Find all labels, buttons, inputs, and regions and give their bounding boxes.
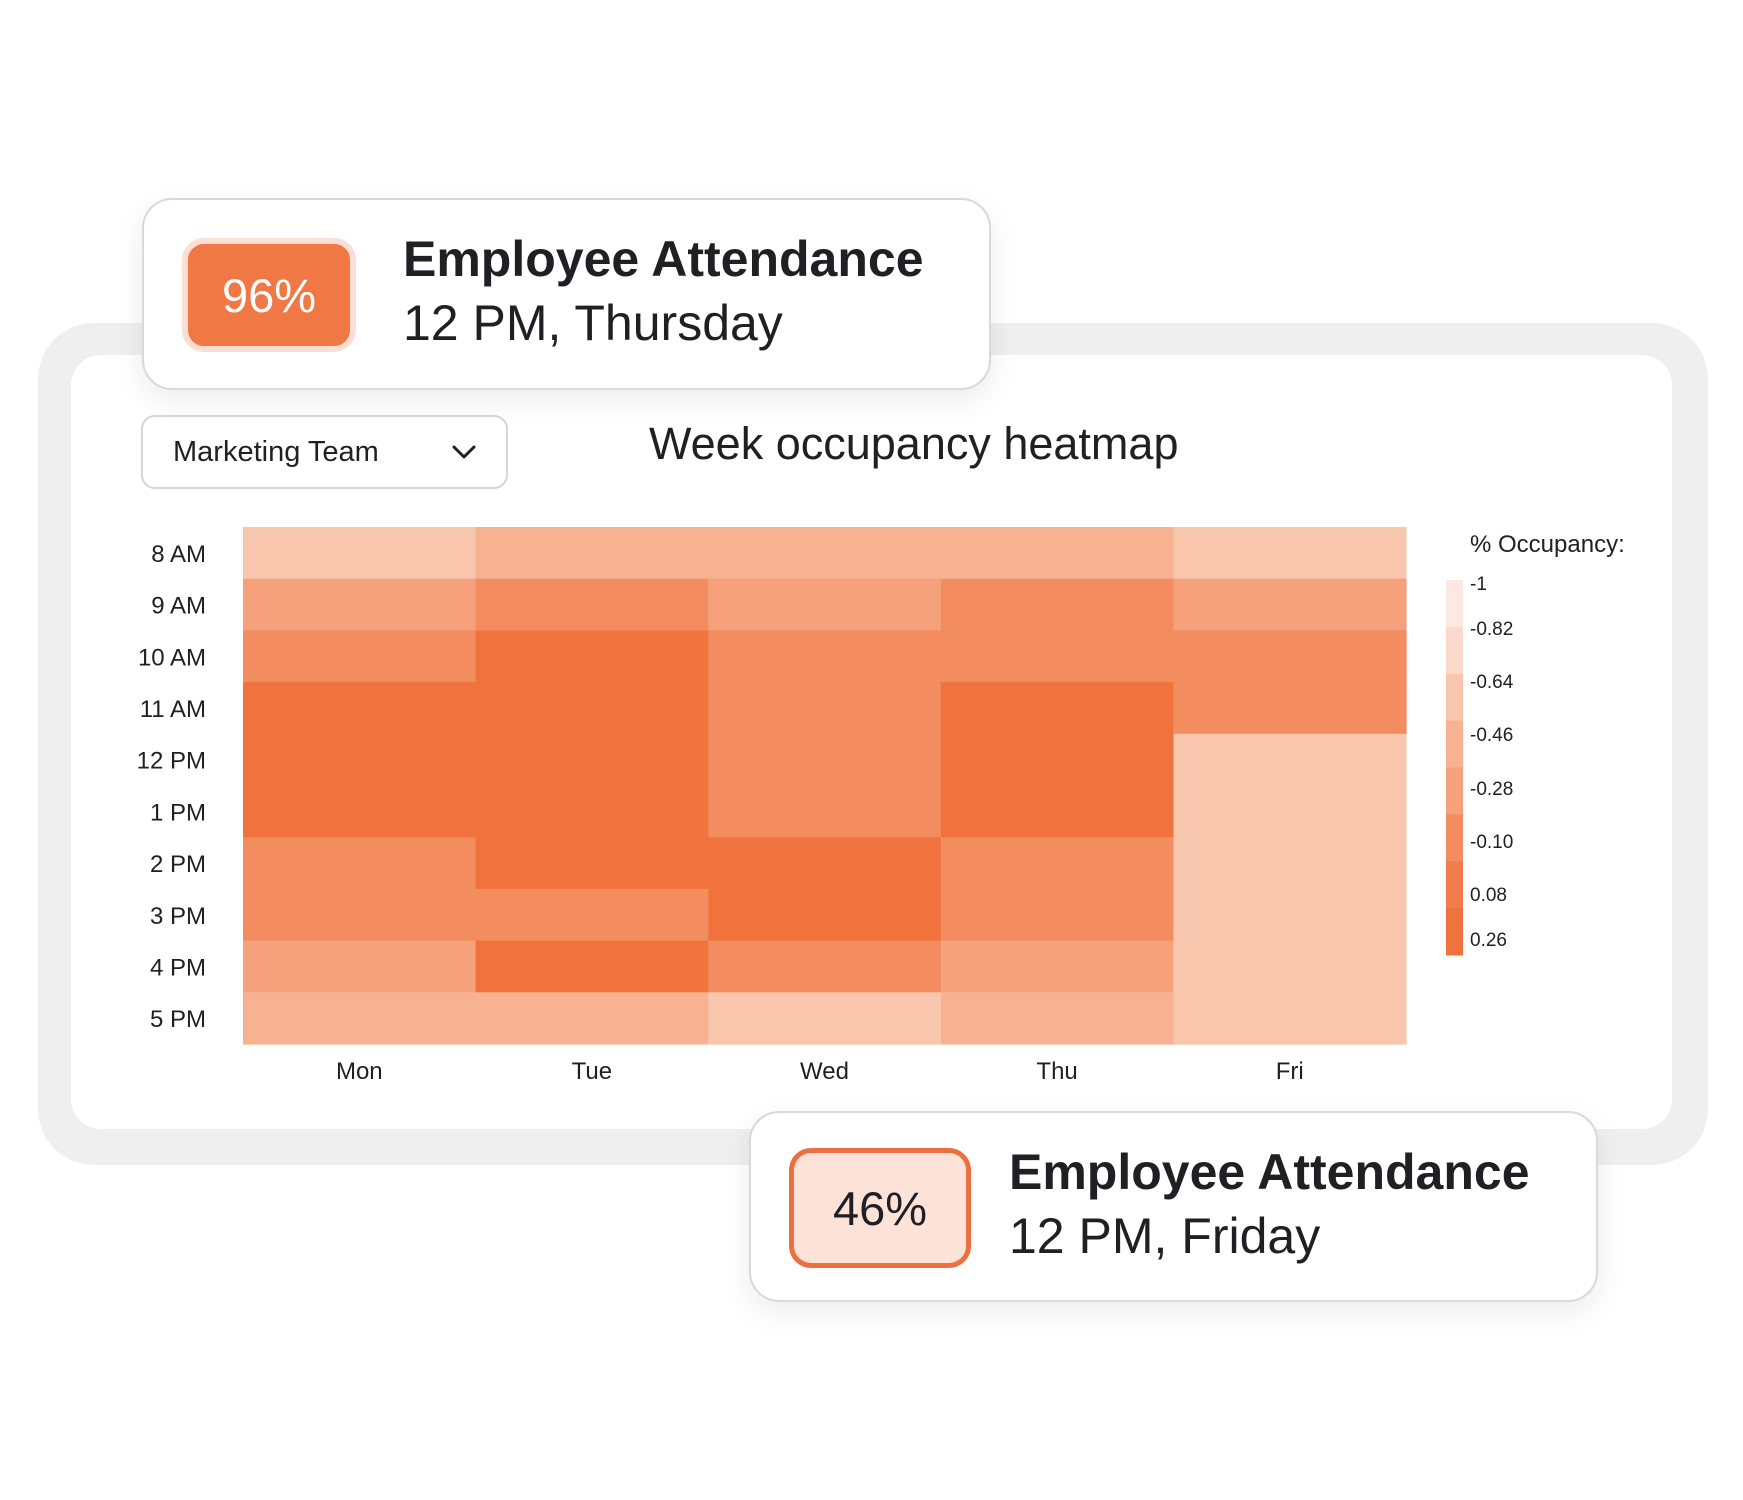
heatmap-cell [1173,940,1407,993]
x-tick-label: Thu [1036,1058,1077,1085]
chevron-down-icon [452,445,476,459]
attendance-subtitle: 12 PM, Friday [1009,1208,1321,1264]
heatmap-cell [940,527,1174,580]
heatmap-cell [243,578,477,631]
heatmap-cell [708,940,942,993]
legend-swatch [1446,908,1463,956]
heatmap-cell [940,992,1174,1045]
heatmap-cell [475,992,709,1045]
legend-tick-label: -1 [1470,574,1487,595]
heatmap-cell [475,837,709,890]
legend-tick-label: -0.64 [1470,672,1514,693]
heatmap-cell [940,940,1174,993]
legend-tick-label: -0.82 [1470,619,1513,640]
heatmap-cell [940,837,1174,890]
heatmap-cell [1173,578,1407,631]
heatmap-cell [475,940,709,993]
heatmap-cell [1173,888,1407,942]
heatmap-cell [475,888,709,942]
heatmap-cell [1173,837,1407,890]
heatmap-cell [940,682,1174,735]
y-tick-label: 11 AM [140,696,206,723]
heatmap-cell [475,733,709,787]
heatmap-cell [243,940,477,993]
legend-swatch [1446,814,1463,862]
heatmap-cell [708,527,942,580]
heatmap-cell [1173,527,1407,580]
heatmap-cell [940,733,1174,787]
chart-title: Week occupancy heatmap [649,418,1179,469]
heatmap-cell [708,682,942,735]
heatmap-cell [243,992,477,1045]
attendance-title: Employee Attendance [403,231,924,287]
y-tick-label: 3 PM [150,903,206,930]
legend-tick-label: 0.26 [1470,930,1507,951]
heatmap-cell [940,578,1174,631]
legend-title: % Occupancy: [1470,531,1625,558]
legend-swatch [1446,626,1463,675]
y-tick-label: 5 PM [150,1006,206,1033]
attendance-card-friday: 46% Employee Attendance 12 PM, Friday [749,1111,1598,1302]
legend-swatch [1446,767,1463,815]
heatmap-cell [243,527,477,580]
legend-tick-label: 0.08 [1470,885,1507,906]
heatmap-cell [1173,682,1407,735]
heatmap-cell [708,785,942,838]
attendance-badge: 46% [789,1148,971,1268]
legend-swatch [1446,861,1463,909]
heatmap-cell [475,630,709,683]
legend-swatch [1446,673,1463,722]
y-tick-label: 4 PM [150,955,206,982]
heatmap-cell [243,888,477,942]
legend-tick-label: -0.46 [1470,725,1513,746]
heatmap-cell [708,630,942,683]
heatmap-cell [475,527,709,580]
heatmap-cell [1173,992,1407,1045]
legend-tick-label: -0.28 [1470,779,1513,800]
y-tick-label: 10 AM [138,644,206,671]
x-tick-label: Fri [1276,1058,1304,1085]
heatmap-cell [243,682,477,735]
team-dropdown-value: Marketing Team [173,435,379,468]
y-tick-label: 2 PM [150,851,206,878]
heatmap-cell [708,888,942,942]
heatmap-cell [708,992,942,1045]
heatmap-cell [243,733,477,787]
heatmap-cell [475,682,709,735]
heatmap-cell [243,630,477,683]
y-tick-label: 9 AM [151,593,206,620]
x-tick-label: Mon [336,1058,383,1085]
legend-tick-label: -0.10 [1470,832,1513,853]
heatmap-cell [1173,785,1407,838]
y-tick-label: 12 PM [137,748,206,775]
x-tick-label: Wed [800,1058,849,1085]
attendance-card-thursday: 96% Employee Attendance 12 PM, Thursday [142,198,991,390]
attendance-subtitle: 12 PM, Thursday [403,295,783,351]
heatmap-cell [475,578,709,631]
heatmap-cell [708,733,942,787]
heatmap-cell [1173,733,1407,787]
x-tick-label: Tue [572,1058,612,1085]
legend-swatch [1446,580,1463,628]
heatmap-cell [708,578,942,631]
y-tick-label: 8 AM [151,541,206,568]
heatmap-cell [475,785,709,838]
heatmap-cell [243,785,477,838]
attendance-badge: 96% [182,238,356,352]
heatmap-cell [708,837,942,890]
heatmap-cell [940,888,1174,942]
team-dropdown[interactable]: Marketing Team [141,415,508,489]
heatmap-cell [940,630,1174,683]
attendance-title: Employee Attendance [1009,1144,1530,1200]
y-tick-label: 1 PM [150,799,206,826]
legend-swatch [1446,720,1463,769]
heatmap-cell [1173,630,1407,683]
heatmap-cell [243,837,477,890]
heatmap-cell [940,785,1174,838]
